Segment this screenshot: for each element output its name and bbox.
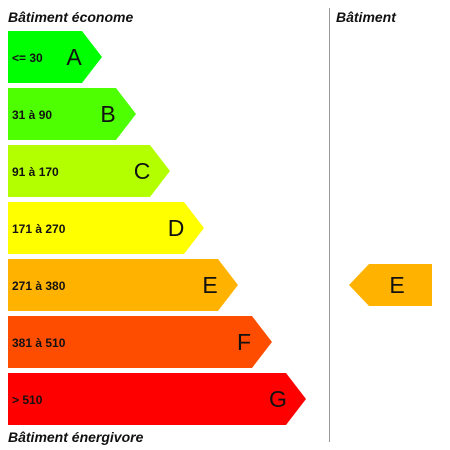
- energy-class-f-shape: [8, 316, 272, 368]
- selected-energy-class-letter: E: [389, 272, 404, 298]
- energy-class-d-letter: D: [168, 215, 185, 241]
- selected-energy-class-shape: [349, 264, 432, 306]
- energy-class-e-shape: [8, 259, 238, 311]
- energy-class-g-shape: [8, 373, 306, 425]
- energy-class-g-bar: > 510 G: [8, 373, 306, 425]
- energy-class-c-bar: 91 à 170 C: [8, 145, 170, 197]
- energy-class-a-range: <= 30: [12, 51, 43, 65]
- building-label: Bâtiment: [336, 9, 396, 25]
- energy-intensive-building-label: Bâtiment énergivore: [8, 429, 144, 445]
- energy-class-e-range: 271 à 380: [12, 279, 66, 293]
- energy-class-d-range: 171 à 270: [12, 222, 66, 236]
- energy-class-b-range: 31 à 90: [12, 108, 52, 122]
- energy-class-c-shape: [8, 145, 170, 197]
- energy-class-a-shape: [8, 31, 102, 83]
- energy-class-c-range: 91 à 170: [12, 165, 59, 179]
- energy-class-b-bar: 31 à 90 B: [8, 88, 136, 140]
- energy-class-c-letter: C: [134, 158, 151, 184]
- energy-class-f-bar: 381 à 510 F: [8, 316, 272, 368]
- energy-class-b-letter: B: [100, 101, 115, 127]
- energy-class-a-bar: <= 30 A: [8, 31, 102, 83]
- energy-class-e-bar: 271 à 380 E: [8, 259, 238, 311]
- economical-building-label: Bâtiment économe: [8, 9, 134, 25]
- column-divider: [329, 8, 330, 442]
- energy-class-d-bar: 171 à 270 D: [8, 202, 204, 254]
- energy-class-g-range: > 510: [12, 393, 43, 407]
- energy-class-f-range: 381 à 510: [12, 336, 66, 350]
- energy-class-b-shape: [8, 88, 136, 140]
- energy-class-f-letter: F: [237, 329, 251, 355]
- energy-class-a-letter: A: [66, 44, 82, 70]
- energy-class-g-letter: G: [269, 386, 287, 412]
- energy-class-e-letter: E: [202, 272, 217, 298]
- selected-energy-class-indicator: E: [349, 264, 432, 306]
- energy-class-d-shape: [8, 202, 204, 254]
